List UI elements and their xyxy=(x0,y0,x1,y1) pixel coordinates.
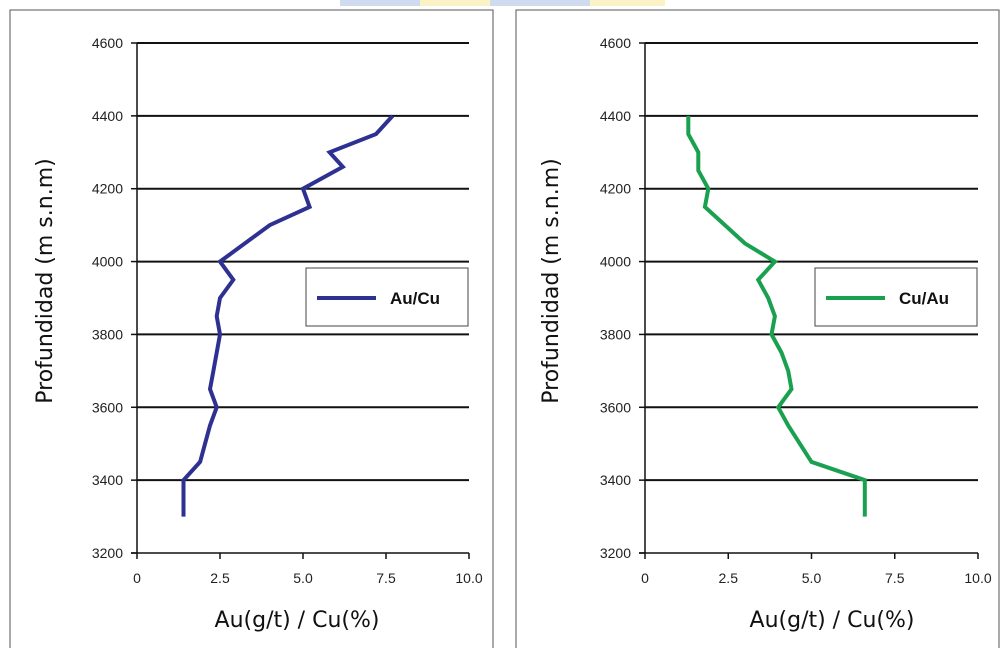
x-tick-label: 7.5 xyxy=(885,570,905,586)
y-tick-label: 4200 xyxy=(92,181,123,197)
y-axis-title: Profundidad (m s.n.m) xyxy=(539,158,564,403)
chart-panel-au-cu: 3200 3400 3600 3800 4000 4200 4400 4600 0 2.5 5.0… xyxy=(9,9,494,648)
y-tick-label: 3200 xyxy=(600,545,631,561)
y-tick-label: 4000 xyxy=(600,254,631,270)
axes xyxy=(131,42,470,559)
y-tick-label: 3800 xyxy=(600,326,631,342)
y-tick-label: 4200 xyxy=(600,181,631,197)
x-tick-label: 7.5 xyxy=(376,570,396,586)
x-axis-title: Au(g/t) / Cu(%) xyxy=(750,608,915,633)
y-tick-label: 3200 xyxy=(92,545,123,561)
y-tick-label: 4400 xyxy=(92,108,123,124)
y-tick-label: 3400 xyxy=(600,472,631,488)
series-lines xyxy=(686,115,867,517)
axes xyxy=(639,42,979,559)
header-decoration xyxy=(340,0,665,6)
legend: Au/Cu xyxy=(305,267,469,327)
x-tick-label: 2.5 xyxy=(719,570,739,586)
x-tick-label: 0 xyxy=(641,570,649,586)
series-line-au-cu xyxy=(181,114,395,517)
x-tick-labels: 0 2.5 5.0 7.5 10.0 xyxy=(133,570,483,586)
y-tick-labels: 3200 3400 3600 3800 4000 4200 4400 4600 xyxy=(600,35,631,561)
legend-label-au-cu: Au/Cu xyxy=(390,289,440,308)
y-tick-label: 4600 xyxy=(92,35,123,51)
series-line-cu-au xyxy=(686,115,867,517)
y-tick-label: 3600 xyxy=(600,399,631,415)
y-tick-label: 4000 xyxy=(92,254,123,270)
x-tick-label: 5.0 xyxy=(293,570,313,586)
y-tick-labels: 3200 3400 3600 3800 4000 4200 4400 4600 xyxy=(92,35,123,561)
y-tick-label: 3800 xyxy=(92,326,123,342)
series-lines xyxy=(181,114,395,517)
y-tick-label: 3400 xyxy=(92,472,123,488)
legend: Cu/Au xyxy=(814,267,978,327)
x-axis-title: Au(g/t) / Cu(%) xyxy=(215,608,380,633)
y-tick-label: 4600 xyxy=(600,35,631,51)
y-tick-label: 4400 xyxy=(600,108,631,124)
y-tick-label: 3600 xyxy=(92,399,123,415)
x-tick-label: 5.0 xyxy=(802,570,822,586)
gridlines xyxy=(645,42,978,482)
x-tick-label: 10.0 xyxy=(964,570,991,586)
y-axis-title: Profundidad (m s.n.m) xyxy=(33,158,58,403)
x-tick-labels: 0 2.5 5.0 7.5 10.0 xyxy=(641,570,992,586)
x-tick-label: 2.5 xyxy=(210,570,230,586)
legend-label-cu-au: Cu/Au xyxy=(899,289,949,308)
x-tick-label: 10.0 xyxy=(455,570,482,586)
x-tick-label: 0 xyxy=(133,570,141,586)
chart-panel-cu-au: 3200 3400 3600 3800 4000 4200 4400 4600 0 2.5 5.0… xyxy=(515,9,1000,648)
